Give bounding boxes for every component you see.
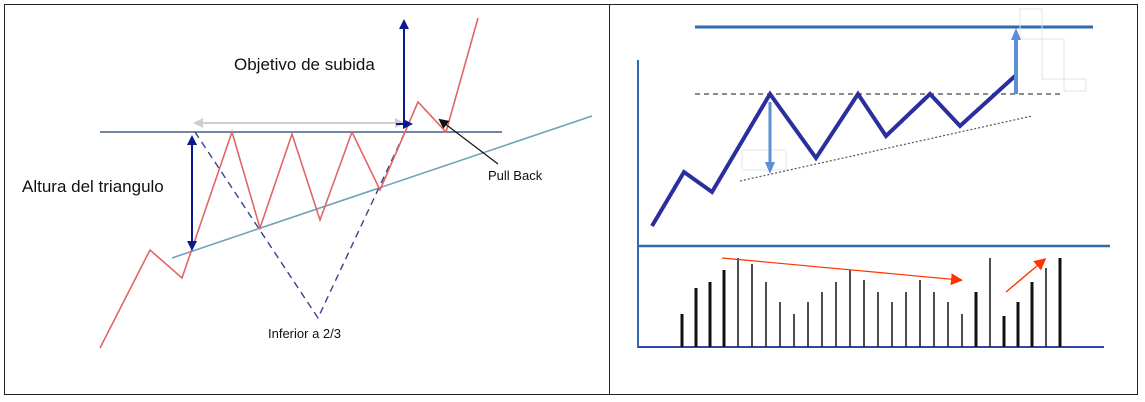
price-line: [99, 17, 479, 349]
volume-decline-arrow: [721, 257, 963, 286]
pullback-label: Pull Back: [488, 168, 543, 183]
right-panel: [637, 8, 1110, 348]
dashed-v-projection: [194, 131, 406, 320]
volume-rise-arrow: [1005, 258, 1047, 293]
faint-box: [1063, 78, 1087, 92]
right-price-line: [650, 74, 1017, 228]
pullback-pointer: [438, 118, 499, 165]
volume-bars: [680, 258, 1062, 347]
faint-box: [1019, 8, 1043, 40]
dotted-support: [739, 115, 1033, 182]
panel-divider: [609, 4, 610, 395]
inferior-label: Inferior a 2/3: [268, 326, 341, 341]
faint-box: [741, 149, 787, 171]
left-panel: Objetivo de subida Altura del triangulo …: [22, 17, 593, 349]
target-label: Objetivo de subida: [234, 55, 375, 74]
faint-box: [1041, 38, 1065, 80]
figure-frame: [4, 4, 1138, 395]
height-label: Altura del triangulo: [22, 177, 164, 196]
